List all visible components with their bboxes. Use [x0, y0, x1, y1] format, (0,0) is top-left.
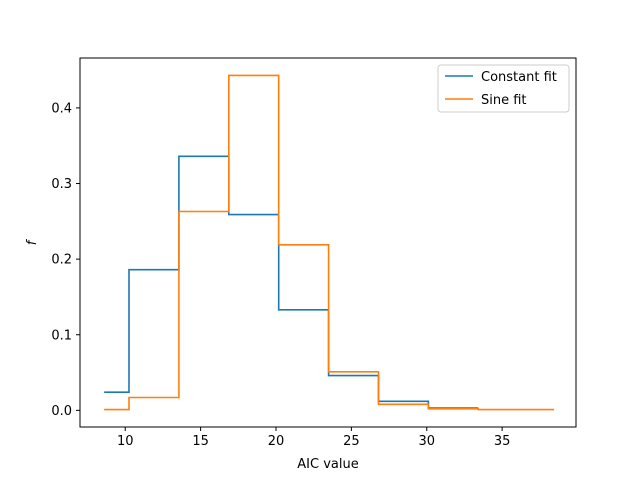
- x-axis-label: AIC value: [297, 457, 358, 472]
- x-tick-label: 25: [343, 434, 360, 449]
- y-tick-label: 0.0: [51, 404, 72, 419]
- series-layer: [104, 74, 555, 411]
- x-tick-label: 10: [117, 434, 134, 449]
- y-axis-label: f: [25, 238, 40, 245]
- y-tick-label: 0.4: [51, 101, 72, 116]
- legend-label-constant-fit: Constant fit: [481, 70, 557, 85]
- x-axis: 10 15 20 25 30 35: [117, 427, 510, 449]
- series-line-sine-fit: [104, 74, 555, 411]
- series-line-constant-fit: [104, 155, 479, 409]
- legend-label-sine-fit: Sine fit: [481, 93, 527, 108]
- y-axis: 0.0 0.1 0.2 0.3 0.4: [51, 101, 80, 419]
- plot-frame: [79, 57, 577, 428]
- y-tick-label: 0.1: [51, 328, 72, 343]
- y-tick-label: 0.3: [51, 177, 72, 192]
- x-tick-label: 20: [268, 434, 285, 449]
- y-tick-label: 0.2: [51, 253, 72, 268]
- x-tick-label: 15: [192, 434, 209, 449]
- x-tick-label: 30: [418, 434, 435, 449]
- legend: Constant fit Sine fit: [437, 64, 570, 113]
- x-tick-label: 35: [494, 434, 511, 449]
